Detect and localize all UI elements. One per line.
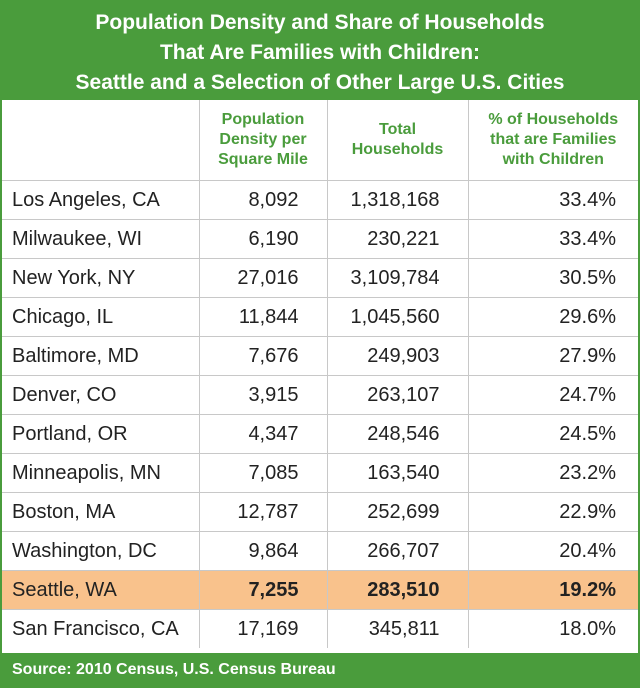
city-cell: Minneapolis, MN	[2, 453, 200, 493]
households-cell: 1,045,560	[327, 297, 469, 337]
households-cell: 266,707	[327, 531, 469, 571]
table-row: Portland, OR 4,347 248,546 24.5%	[2, 414, 638, 454]
pct-cell: 30.5%	[468, 258, 638, 298]
density-cell: 9,864	[199, 531, 328, 571]
table-row: San Francisco, CA 17,169 345,811 18.0%	[2, 609, 638, 648]
table-row: Baltimore, MD 7,676 249,903 27.9%	[2, 336, 638, 376]
pct-cell: 33.4%	[468, 219, 638, 259]
table-row: Milwaukee, WI 6,190 230,221 33.4%	[2, 219, 638, 259]
density-cell: 7,676	[199, 336, 328, 376]
density-cell: 27,016	[199, 258, 328, 298]
households-cell: 263,107	[327, 375, 469, 415]
pct-cell: 20.4%	[468, 531, 638, 571]
pct-cell: 19.2%	[468, 570, 638, 610]
households-cell: 283,510	[327, 570, 469, 610]
title-line-3: Seattle and a Selection of Other Large U…	[75, 71, 565, 94]
table-row: Washington, DC 9,864 266,707 20.4%	[2, 531, 638, 571]
header-households-line: Total	[378, 121, 417, 138]
pct-cell: 33.4%	[468, 180, 638, 220]
header-households: Total Households	[327, 100, 469, 181]
header-pct-line: % of Households	[488, 111, 619, 128]
city-cell: Milwaukee, WI	[2, 219, 200, 259]
density-cell: 17,169	[199, 609, 328, 648]
source-note: Source: 2010 Census, U.S. Census Bureau	[2, 653, 638, 686]
table-row-highlighted: Seattle, WA 7,255 283,510 19.2%	[2, 570, 638, 610]
header-city	[2, 100, 200, 181]
header-pct-line: that are Families	[490, 131, 617, 148]
pct-cell: 24.7%	[468, 375, 638, 415]
table-row: New York, NY 27,016 3,109,784 30.5%	[2, 258, 638, 298]
data-table: Population Density per Square Mile Total…	[2, 100, 638, 648]
pct-cell: 29.6%	[468, 297, 638, 337]
city-cell: Chicago, IL	[2, 297, 200, 337]
chart-title: Population Density and Share of Househol…	[2, 2, 638, 100]
households-cell: 249,903	[327, 336, 469, 376]
city-cell: Los Angeles, CA	[2, 180, 200, 220]
households-cell: 230,221	[327, 219, 469, 259]
density-cell: 4,347	[199, 414, 328, 454]
pct-cell: 22.9%	[468, 492, 638, 532]
households-cell: 3,109,784	[327, 258, 469, 298]
header-pct-families: % of Households that are Families with C…	[468, 100, 638, 181]
density-cell: 11,844	[199, 297, 328, 337]
city-cell: Boston, MA	[2, 492, 200, 532]
city-cell: Portland, OR	[2, 414, 200, 454]
header-households-line: Households	[351, 141, 444, 158]
city-cell: Washington, DC	[2, 531, 200, 571]
density-cell: 3,915	[199, 375, 328, 415]
table-row: Denver, CO 3,915 263,107 24.7%	[2, 375, 638, 415]
city-cell: San Francisco, CA	[2, 609, 200, 648]
households-cell: 248,546	[327, 414, 469, 454]
city-cell: Seattle, WA	[2, 570, 200, 610]
title-line-2: That Are Families with Children:	[159, 41, 481, 64]
density-cell: 7,255	[199, 570, 328, 610]
table-row: Minneapolis, MN 7,085 163,540 23.2%	[2, 453, 638, 493]
households-cell: 252,699	[327, 492, 469, 532]
density-cell: 6,190	[199, 219, 328, 259]
header-density: Population Density per Square Mile	[199, 100, 328, 181]
header-pct-line: with Children	[502, 151, 604, 168]
density-cell: 7,085	[199, 453, 328, 493]
header-density-line: Population	[221, 111, 305, 128]
households-cell: 345,811	[327, 609, 469, 648]
header-density-line: Density per	[219, 131, 307, 148]
city-cell: New York, NY	[2, 258, 200, 298]
city-cell: Denver, CO	[2, 375, 200, 415]
households-cell: 163,540	[327, 453, 469, 493]
table-row: Los Angeles, CA 8,092 1,318,168 33.4%	[2, 180, 638, 220]
table-row: Chicago, IL 11,844 1,045,560 29.6%	[2, 297, 638, 337]
density-cell: 8,092	[199, 180, 328, 220]
city-cell: Baltimore, MD	[2, 336, 200, 376]
pct-cell: 27.9%	[468, 336, 638, 376]
households-cell: 1,318,168	[327, 180, 469, 220]
header-row: Population Density per Square Mile Total…	[2, 100, 638, 181]
density-cell: 12,787	[199, 492, 328, 532]
header-density-line: Square Mile	[218, 151, 308, 168]
pct-cell: 23.2%	[468, 453, 638, 493]
title-line-1: Population Density and Share of Househol…	[95, 11, 545, 34]
pct-cell: 18.0%	[559, 617, 616, 640]
table-row: Boston, MA 12,787 252,699 22.9%	[2, 492, 638, 532]
pct-cell: 24.5%	[468, 414, 638, 454]
